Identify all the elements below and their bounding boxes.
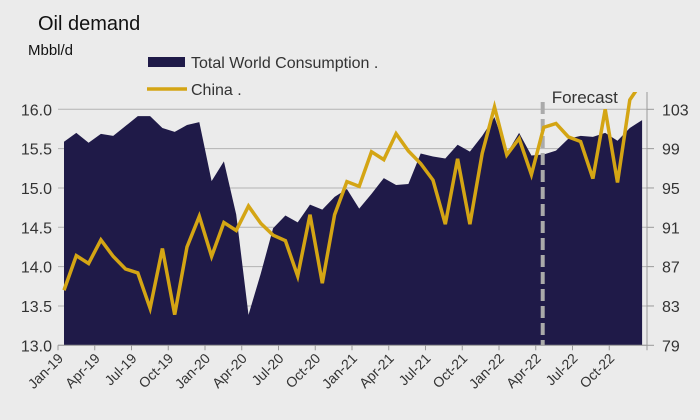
x-tick-label: Apr-21: [356, 350, 397, 391]
forecast-layer: Forecast: [540, 88, 618, 346]
left-tick-label: 13.0: [21, 338, 52, 355]
left-axis-tick-labels: 13.0 13.5 14.0 14.5 15.0 15.5 16.0: [21, 102, 52, 355]
legend-swatch-world: [148, 57, 185, 67]
x-tick-label: Oct-21: [429, 350, 470, 391]
right-tick-label: 95: [662, 181, 680, 198]
right-tick-label: 99: [662, 142, 680, 159]
x-tick-label: Jul-20: [248, 350, 286, 388]
x-tick-label: Jan-19: [25, 350, 67, 392]
forecast-label: Forecast: [552, 88, 618, 107]
x-tick-label: Oct-22: [576, 350, 617, 391]
chart-subtitle: Mbbl/d: [28, 42, 73, 59]
left-tick-label: 13.5: [21, 299, 52, 316]
chart-title: Oil demand: [38, 13, 140, 35]
legend-label-world: Total World Consumption .: [191, 55, 378, 72]
x-tick-label: Apr-19: [62, 350, 103, 391]
x-tick-label: Apr-22: [503, 350, 544, 391]
x-tick-label: Apr-20: [209, 350, 250, 391]
x-tick-label: Jul-19: [101, 350, 139, 388]
world-consumption-area: [64, 116, 643, 346]
china-demand-line: [62, 92, 638, 315]
x-tick-label: Jul-22: [542, 350, 580, 388]
right-tick-label: 79: [662, 338, 680, 355]
legend-label-china: China .: [191, 82, 242, 99]
left-tick-label: 14.5: [21, 220, 52, 237]
left-tick-label: 16.0: [21, 102, 52, 119]
china-line-layer: [62, 92, 638, 315]
x-axis-tick-labels: Jan-19Apr-19Jul-19Oct-19Jan-20Apr-20Jul-…: [25, 350, 618, 392]
x-tick-label: Jan-20: [172, 350, 214, 392]
left-tick-label: 14.0: [21, 260, 52, 277]
x-tick-label: Jan-21: [319, 350, 361, 392]
left-tick-label: 15.5: [21, 142, 52, 159]
legend: Total World Consumption . China .: [147, 55, 378, 99]
world-area-layer: [64, 116, 643, 346]
axes: [57, 92, 648, 351]
left-tick-label: 15.0: [21, 181, 52, 198]
right-tick-label: 91: [662, 220, 680, 237]
x-tick-label: Jul-21: [395, 350, 433, 388]
right-axis-tick-labels: 79 83 87 91 95 99 103: [647, 102, 689, 355]
right-tick-label: 103: [662, 102, 689, 119]
right-tick-label: 83: [662, 299, 680, 316]
x-tick-label: Jan-22: [466, 350, 508, 392]
right-tick-label: 87: [662, 260, 680, 277]
x-tick-label: Oct-20: [282, 350, 323, 391]
x-tick-label: Oct-19: [135, 350, 176, 391]
